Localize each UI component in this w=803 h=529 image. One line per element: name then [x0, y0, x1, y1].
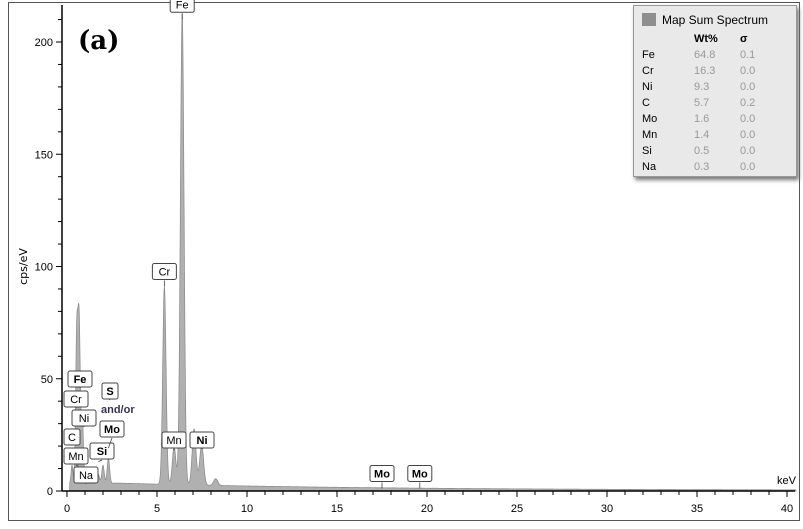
table-row: Mn 1.4 0.0: [642, 127, 780, 143]
annotation-box: [63, 428, 81, 446]
table-cell: Cr: [642, 65, 654, 77]
x-tick-label: 0: [64, 503, 70, 515]
peak-label-s: S: [106, 386, 113, 398]
table-cell: Mn: [642, 129, 658, 141]
table-cell: 64.8: [694, 49, 716, 61]
table-row: Fe 64.8 0.1: [642, 47, 780, 63]
table-cell: 0.0: [740, 161, 756, 173]
spectrum-area: [67, 13, 797, 492]
header-sigma: σ: [740, 33, 748, 45]
y-tick-label: 50: [41, 374, 53, 386]
table-cell: 0.0: [740, 81, 756, 93]
annotation-box: [67, 370, 93, 388]
annotation-box: [89, 442, 115, 460]
table-cell: 0.1: [740, 49, 756, 61]
plot-frame: [8, 2, 800, 521]
composition-table: Wt% σ Fe 64.8 0.1 Cr 16.3 0.0 Ni 9.3 0.0 C 5.7 0.2 Mo…: [642, 31, 780, 175]
x-tick-label: 40: [781, 503, 793, 515]
table-cell: 0.0: [740, 145, 756, 157]
annotation-box: [407, 465, 433, 483]
annotation-box: [71, 409, 97, 427]
annotation-box: [189, 431, 215, 449]
peak-label-mn: Mn: [68, 451, 83, 463]
table-cell: Fe: [642, 49, 655, 61]
peak-label-si: Si: [97, 446, 107, 458]
annotation-box: [99, 420, 125, 438]
annotation-leader: [75, 464, 79, 467]
annotation-box: [63, 390, 89, 408]
table-row: Si 0.5 0.0: [642, 143, 780, 159]
peak-label-cr: Cr: [70, 394, 82, 406]
annotation-box: [151, 262, 177, 280]
peak-label-mn: Mn: [166, 435, 181, 447]
table-cell: 0.0: [740, 113, 756, 125]
peak-label-mo: Mo: [374, 469, 390, 481]
peak-label-cr: Cr: [159, 266, 171, 278]
y-tick-label: 200: [35, 37, 53, 49]
table-cell: 1.6: [694, 113, 710, 125]
table-cell: 0.0: [740, 65, 756, 77]
peak-label-mo: Mo: [412, 469, 428, 481]
annotation-box: [161, 431, 187, 449]
legend: Map Sum Spectrum Wt% σ Fe 64.8 0.1 Cr 16.3 0.0…: [633, 5, 797, 177]
table-cell: C: [642, 97, 650, 109]
table-cell: Ni: [642, 81, 653, 93]
x-tick-label: 35: [691, 503, 703, 515]
annotation-box: [63, 447, 89, 465]
x-tick-label: 30: [601, 503, 613, 515]
x-tick-label: 25: [511, 503, 523, 515]
table-cell: 9.3: [694, 81, 710, 93]
x-tick-label: 10: [241, 503, 253, 515]
annotation-box: [369, 465, 395, 483]
panel-label: (a): [78, 26, 120, 56]
peak-label-fe: Fe: [74, 374, 87, 386]
table-cell: 16.3: [694, 65, 716, 77]
table-row: Na 0.3 0.0: [642, 159, 780, 175]
legend-title: Map Sum Spectrum: [662, 13, 769, 27]
table-cell: Na: [642, 161, 657, 173]
peak-label-na: Na: [79, 470, 94, 482]
table-row: Ni 9.3 0.0: [642, 79, 780, 95]
x-tick-label: 15: [331, 503, 343, 515]
table-cell: Si: [642, 145, 652, 157]
table-cell: 0.2: [740, 97, 756, 109]
table-row: Cr 16.3 0.0: [642, 63, 780, 79]
x-axis-label: keV: [777, 475, 797, 487]
annotation-note: and/or: [101, 404, 135, 416]
peak-label-ni: Ni: [197, 435, 208, 447]
annotation-box: [73, 466, 99, 484]
table-row: C 5.7 0.2: [642, 95, 780, 111]
y-axis-label: cps/eV: [16, 248, 30, 285]
table-row: Mo 1.6 0.0: [642, 111, 780, 127]
peak-label-ni: Ni: [79, 413, 89, 425]
y-tick-label: 0: [47, 486, 53, 498]
annotation-leader: [108, 437, 113, 449]
table-cell: Mo: [642, 113, 658, 125]
header-wt: Wt%: [694, 33, 718, 45]
x-tick-label: 5: [154, 503, 160, 515]
table-cell: 0.3: [694, 161, 710, 173]
annotation-leader: [98, 459, 103, 462]
peak-label-mo: Mo: [104, 424, 120, 436]
y-tick-label: 100: [35, 262, 53, 274]
y-tick-label: 150: [35, 149, 53, 161]
table-cell: 0.5: [694, 145, 710, 157]
table-cell: 5.7: [694, 97, 710, 109]
table-cell: 1.4: [694, 129, 710, 141]
annotation-box: [169, 0, 195, 13]
x-tick-label: 20: [421, 503, 433, 515]
legend-swatch: [642, 13, 656, 26]
peak-label-c: C: [68, 432, 76, 444]
annotation-box: [101, 382, 119, 400]
peak-label-fe: Fe: [176, 0, 189, 11]
table-cell: 0.0: [740, 129, 756, 141]
